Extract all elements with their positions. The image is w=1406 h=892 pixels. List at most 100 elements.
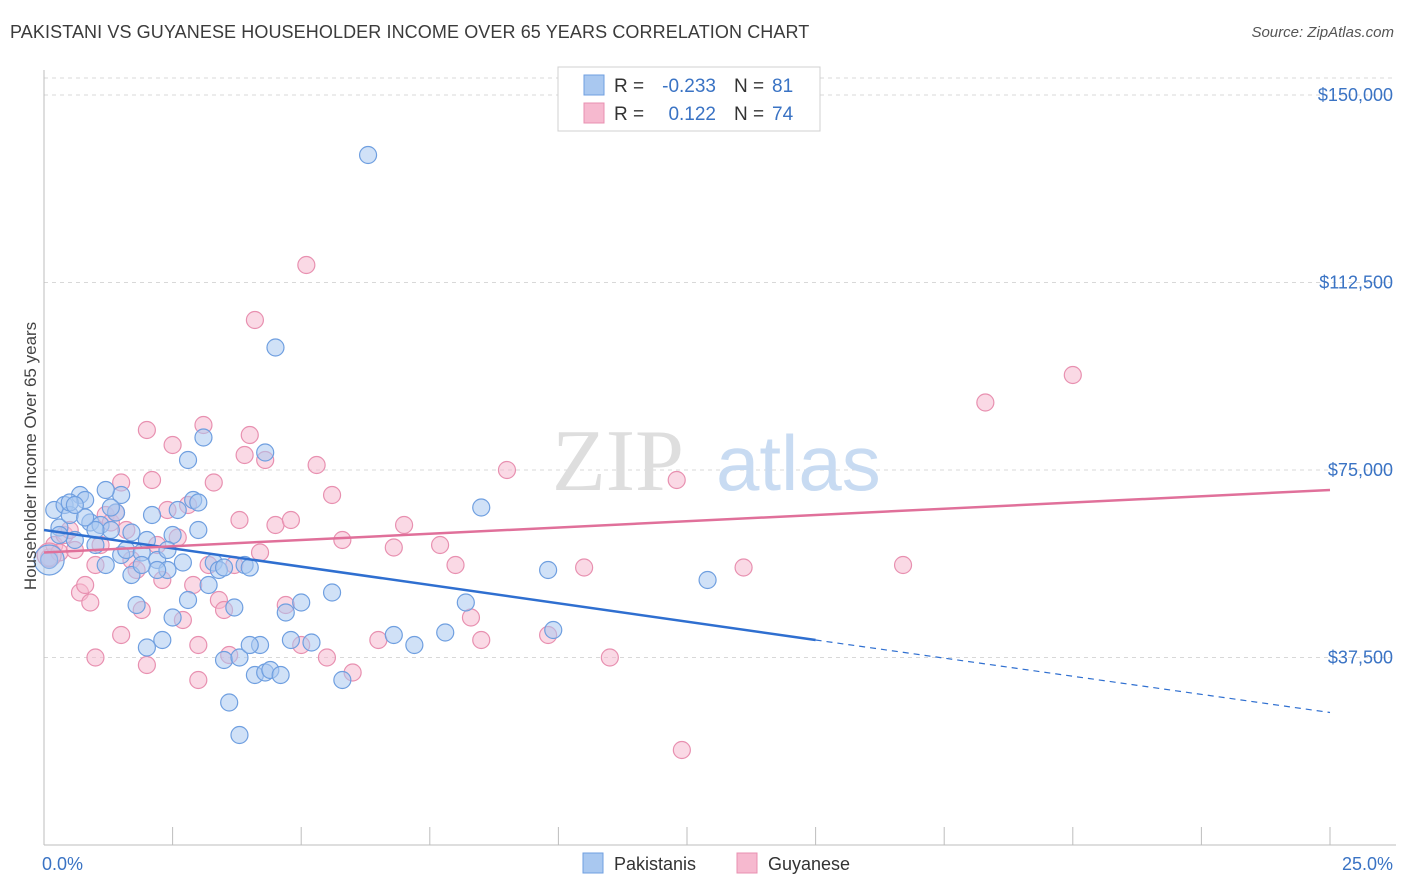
pakistanis-point-58 — [539, 560, 558, 580]
guyanese-point-7 — [76, 575, 95, 595]
legend-swatch-blue — [583, 74, 605, 96]
pakistanis-trend-extension — [815, 639, 1331, 714]
pakistanis-point-44 — [266, 338, 285, 357]
pakistanis-point-67 — [76, 508, 95, 527]
pakistanis-point-57 — [472, 498, 491, 517]
pakistanis-point-76 — [65, 495, 84, 515]
legend-swatch-pink — [583, 102, 605, 124]
guyanese-point-38 — [235, 445, 254, 465]
source-label: Source: ZipAtlas.com — [1251, 24, 1394, 41]
pakistanis-point-22 — [153, 630, 172, 650]
guyanese-point-71 — [672, 740, 691, 760]
pakistanis-point-49 — [302, 633, 321, 652]
pakistanis-point-46 — [276, 603, 295, 622]
trend-lines — [43, 488, 1331, 714]
series-legend: Pakistanis Guyanese — [582, 852, 850, 874]
legend-n-value-2: 74 — [772, 104, 794, 125]
pakistanis-points — [33, 145, 717, 745]
pakistanis-point-70 — [122, 523, 141, 542]
y-axis-title: Householder Income Over 65 years — [21, 322, 40, 590]
guyanese-point-70 — [384, 538, 403, 557]
legend-r-value-2: 0.122 — [668, 104, 716, 125]
guyanese-point-65 — [86, 648, 105, 667]
guyanese-point-58 — [575, 558, 594, 577]
guyanese-point-32 — [204, 473, 223, 492]
guyanese-point-41 — [250, 543, 270, 562]
guyanese-point-53 — [446, 555, 465, 575]
pakistanis-trend-line — [43, 528, 816, 642]
pakistanis-point-77 — [158, 540, 177, 560]
pakistanis-point-25 — [168, 500, 187, 520]
guyanese-point-46 — [307, 455, 326, 475]
pakistanis-point-35 — [220, 693, 239, 712]
watermark-atlas: atlas — [716, 419, 881, 507]
pakistanis-point-50 — [322, 583, 342, 602]
correlation-legend: R = -0.233 N = 81 R = 0.122 N = 74 — [557, 66, 821, 132]
guyanese-point-51 — [394, 515, 414, 535]
series-legend-swatch-pink — [736, 852, 758, 874]
pakistanis-point-73 — [240, 635, 259, 655]
y-tick-label-0: $37,500 — [1328, 648, 1393, 668]
guyanese-point-62 — [893, 555, 913, 575]
guyanese-point-56 — [497, 460, 517, 480]
pakistanis-point-59 — [544, 620, 563, 640]
pakistanis-point-51 — [333, 670, 352, 690]
pakistanis-point-64 — [163, 608, 182, 627]
series-legend-label-pakistanis: Pakistanis — [614, 854, 696, 874]
guyanese-point-73 — [297, 255, 316, 275]
pakistanis-point-30 — [194, 428, 213, 447]
pakistanis-point-45 — [271, 665, 290, 685]
pakistanis-point-55 — [436, 623, 455, 642]
pakistanis-point-20 — [142, 505, 162, 525]
legend-n-value-1: 81 — [772, 76, 793, 97]
guyanese-point-69 — [317, 648, 337, 667]
pakistanis-point-54 — [405, 635, 424, 655]
watermark-zip: ZIP — [552, 413, 684, 510]
y-tick-label-1: $75,000 — [1328, 460, 1393, 480]
guyanese-point-40 — [245, 310, 265, 330]
pakistanis-point-34 — [214, 650, 234, 670]
guyanese-point-59 — [600, 648, 619, 667]
pakistanis-point-60 — [698, 570, 717, 590]
guyanese-point-55 — [472, 630, 491, 650]
guyanese-point-39 — [240, 425, 259, 445]
pakistanis-point-56 — [456, 593, 475, 612]
pakistanis-point-11 — [96, 555, 115, 575]
pakistanis-point-31 — [199, 575, 218, 595]
guyanese-point-66 — [112, 625, 131, 645]
guyanese-point-44 — [281, 510, 301, 530]
legend-r-label-1: R = — [614, 76, 644, 97]
pakistanis-point-68 — [96, 480, 115, 500]
guyanese-point-50 — [369, 630, 388, 650]
guyanese-point-48 — [333, 530, 352, 550]
legend-r-label-2: R = — [614, 104, 644, 125]
pakistanis-point-27 — [178, 450, 198, 470]
pakistanis-point-39 — [240, 558, 259, 577]
guyanese-point-37 — [230, 510, 249, 530]
guyanese-point-52 — [430, 535, 450, 555]
guyanese-point-64 — [1063, 365, 1082, 385]
guyanese-point-63 — [976, 393, 995, 412]
guyanese-point-20 — [142, 470, 162, 490]
y-tick-label-3: $150,000 — [1318, 85, 1393, 105]
legend-n-label-2: N = — [734, 104, 764, 125]
pakistanis-point-47 — [281, 630, 301, 650]
x-tick-label-min: 0.0% — [42, 854, 83, 874]
pakistanis-point-78 — [230, 725, 249, 745]
guyanese-point-67 — [137, 655, 156, 675]
x-tick-label-max: 25.0% — [1342, 854, 1393, 874]
guyanese-point-47 — [322, 485, 342, 505]
pakistanis-point-69 — [189, 493, 208, 512]
guyanese-point-68 — [189, 635, 208, 655]
guyanese-trend-line — [43, 488, 1331, 554]
legend-n-label-1: N = — [734, 76, 764, 97]
pakistanis-point-63 — [137, 638, 156, 657]
series-legend-swatch-blue — [582, 852, 604, 874]
pakistanis-point-75 — [132, 555, 151, 575]
pakistanis-point-37 — [230, 648, 249, 667]
pakistanis-point-74 — [178, 590, 198, 610]
chart-title: PAKISTANI VS GUYANESE HOUSEHOLDER INCOME… — [10, 22, 810, 42]
pakistanis-point-52 — [358, 145, 378, 165]
guyanese-point-60 — [667, 470, 686, 490]
